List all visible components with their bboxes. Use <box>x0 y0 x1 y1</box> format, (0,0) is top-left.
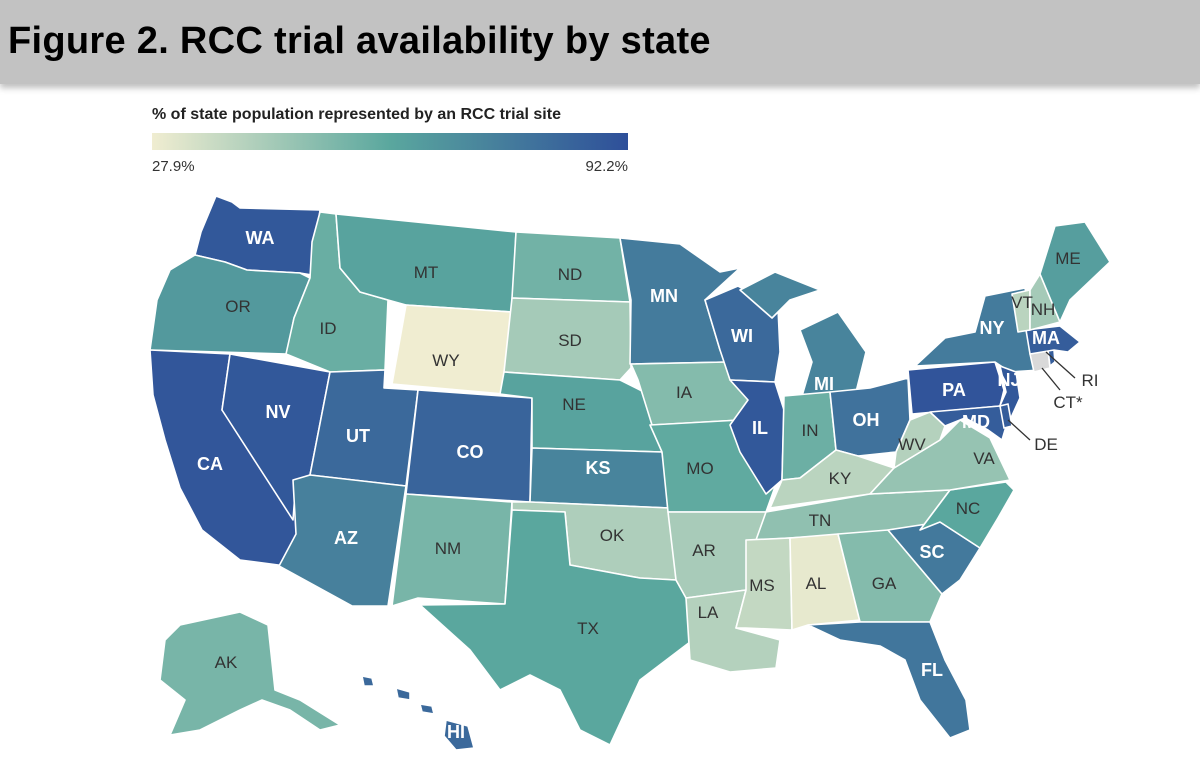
state-label-oh: OH <box>853 410 880 430</box>
state-label-la: LA <box>698 603 719 622</box>
state-label-ia: IA <box>676 383 693 402</box>
state-label-il: IL <box>752 418 768 438</box>
state-hi[interactable] <box>443 719 475 751</box>
legend-max-label: 92.2% <box>585 158 628 175</box>
state-label-tx: TX <box>577 619 599 638</box>
state-label-ga: GA <box>872 574 897 593</box>
state-label-wv: WV <box>898 435 926 454</box>
state-label-ks: KS <box>585 458 610 478</box>
state-label-ny: NY <box>979 318 1004 338</box>
state-ri[interactable] <box>1047 349 1056 367</box>
state-ak[interactable] <box>159 611 341 736</box>
state-ma[interactable] <box>1025 325 1081 355</box>
state-wy[interactable] <box>391 304 513 395</box>
state-label-wy: WY <box>432 351 459 370</box>
state-label-va: VA <box>973 449 995 468</box>
state-ky[interactable] <box>769 449 895 509</box>
state-label-al: AL <box>806 574 827 593</box>
state-label-sc: SC <box>919 542 944 562</box>
state-label-ky: KY <box>829 469 852 488</box>
state-label-mt: MT <box>414 263 439 282</box>
state-label-fl: FL <box>921 660 943 680</box>
legend-min-label: 27.9% <box>152 158 195 175</box>
state-label-vt: VT <box>1011 293 1033 312</box>
state-label-pa: PA <box>942 380 966 400</box>
state-label-mi: MI <box>814 374 834 394</box>
state-label-hi: HI <box>447 722 465 742</box>
state-label-nd: ND <box>558 265 583 284</box>
state-az[interactable] <box>278 474 407 607</box>
state-label-in: IN <box>802 421 819 440</box>
state-tx[interactable] <box>419 509 691 746</box>
figure-title-bar: Figure 2. RCC trial availability by stat… <box>0 0 1200 84</box>
state-label-ms: MS <box>749 576 775 595</box>
state-label-ri: RI <box>1082 371 1099 390</box>
state-label-md: MD <box>962 412 990 432</box>
state-nm[interactable] <box>391 493 513 607</box>
state-label-ut: UT <box>346 426 370 446</box>
state-label-ct: CT* <box>1053 393 1083 412</box>
state-labels: WA OR CA NV ID MT WY UT CO AZ NM ND SD NE KS OK TX MN IA MO… <box>197 228 1099 742</box>
state-label-nv: NV <box>265 402 290 422</box>
state-label-ne: NE <box>562 395 586 414</box>
state-label-ca: CA <box>197 454 223 474</box>
state-label-me: ME <box>1055 249 1081 268</box>
state-label-mo: MO <box>686 459 713 478</box>
state-label-sd: SD <box>558 331 582 350</box>
legend-color-bar <box>152 133 628 150</box>
state-label-ak: AK <box>215 653 238 672</box>
state-de[interactable] <box>999 403 1013 429</box>
small-state-leader-lines <box>1007 351 1076 441</box>
state-hi-islands[interactable] <box>361 675 435 715</box>
state-label-wa: WA <box>246 228 275 248</box>
state-label-tn: TN <box>809 511 832 530</box>
state-label-nc: NC <box>956 499 981 518</box>
figure-title: Figure 2. RCC trial availability by stat… <box>8 20 711 62</box>
state-al[interactable] <box>789 533 861 631</box>
state-label-de: DE <box>1034 435 1058 454</box>
state-ga[interactable] <box>837 529 943 623</box>
state-label-id: ID <box>320 319 337 338</box>
state-label-ok: OK <box>600 526 625 545</box>
state-fl[interactable] <box>807 621 971 739</box>
state-me[interactable] <box>1039 221 1111 323</box>
state-label-ma: MA <box>1032 328 1060 348</box>
state-sd[interactable] <box>503 297 632 381</box>
state-label-az: AZ <box>334 528 358 548</box>
state-label-ar: AR <box>692 541 716 560</box>
legend-title: % of state population represented by an … <box>152 106 561 123</box>
legend: % of state population represented by an … <box>152 106 632 175</box>
state-label-nj: NJ <box>997 370 1020 390</box>
state-label-wi: WI <box>731 326 753 346</box>
state-label-co: CO <box>457 442 484 462</box>
state-label-nh: NH <box>1031 300 1056 319</box>
state-label-or: OR <box>225 297 251 316</box>
state-il[interactable] <box>729 379 785 495</box>
state-ks[interactable] <box>529 447 671 509</box>
state-mi-upper[interactable] <box>739 271 821 319</box>
state-label-mn: MN <box>650 286 678 306</box>
state-label-nm: NM <box>435 539 461 558</box>
